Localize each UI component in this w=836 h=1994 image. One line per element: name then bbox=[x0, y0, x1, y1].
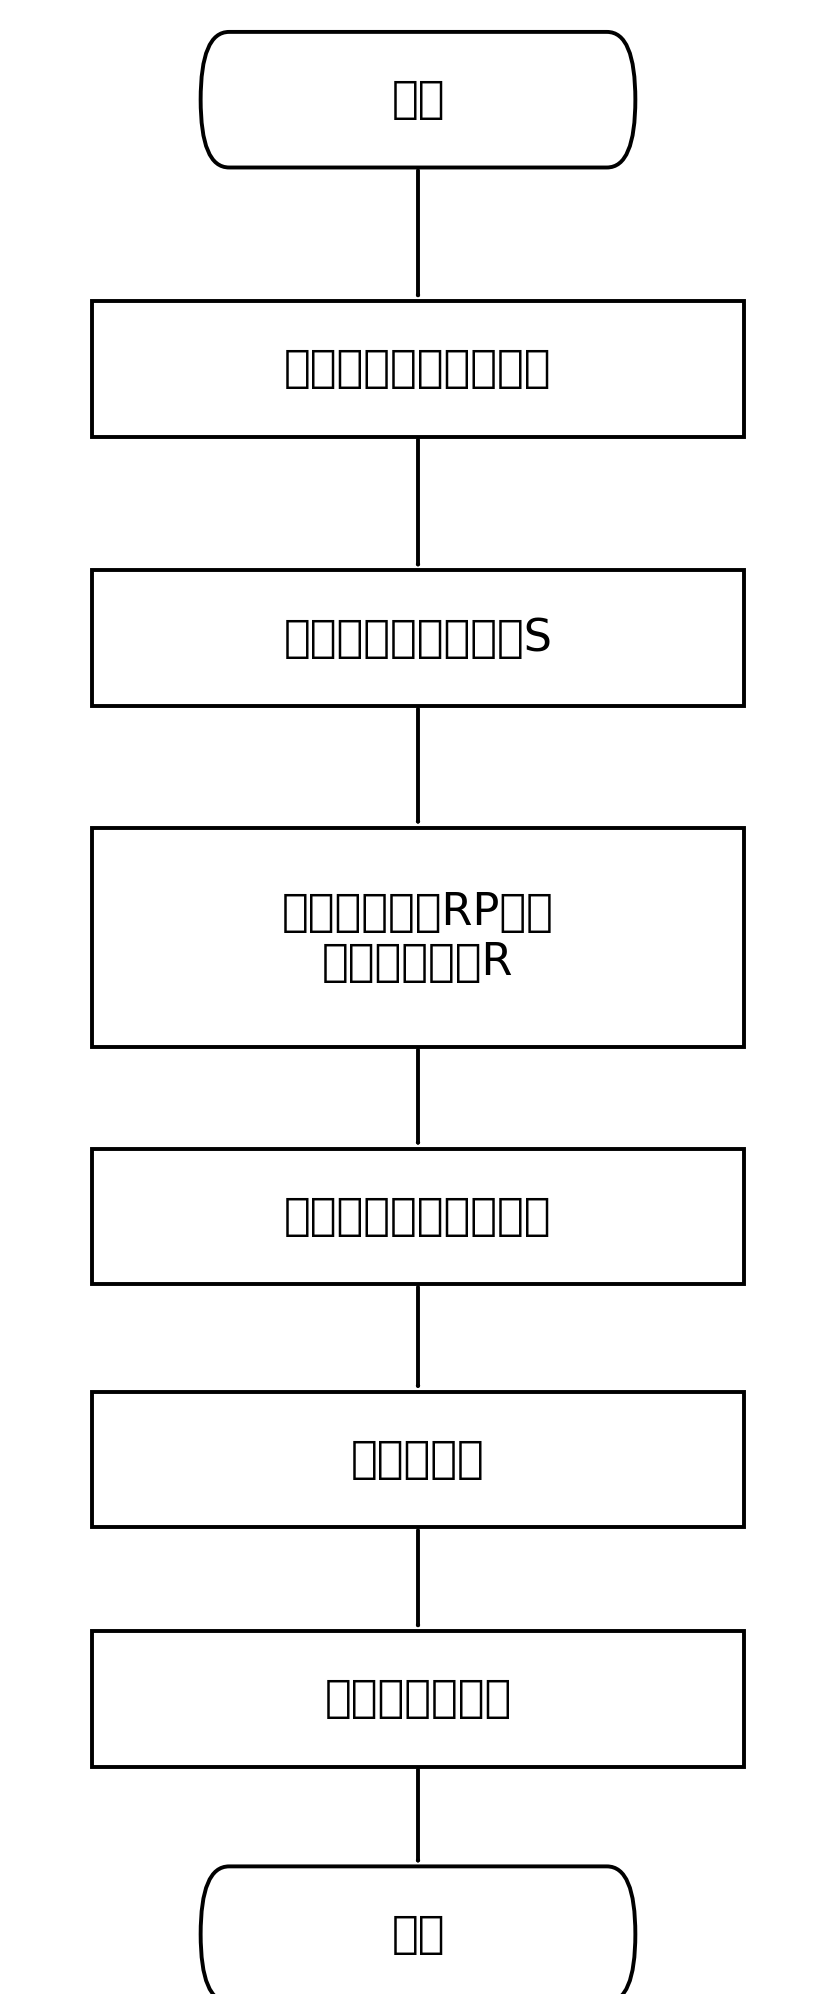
Text: 结束: 结束 bbox=[391, 1912, 445, 1956]
FancyBboxPatch shape bbox=[92, 1149, 744, 1284]
FancyBboxPatch shape bbox=[201, 1866, 635, 1994]
FancyBboxPatch shape bbox=[201, 32, 635, 167]
Text: 灰度化处理: 灰度化处理 bbox=[351, 1438, 485, 1482]
Text: 截取一维时间序列信号: 截取一维时间序列信号 bbox=[284, 347, 552, 391]
FancyBboxPatch shape bbox=[92, 1392, 744, 1527]
FancyBboxPatch shape bbox=[92, 1631, 744, 1767]
Text: 生成二维纹理图: 生成二维纹理图 bbox=[324, 1677, 512, 1721]
Text: 计算二维相空间轨迹S: 计算二维相空间轨迹S bbox=[283, 616, 553, 660]
Text: 根据改进后的RP矩阵
计算递归矩阵R: 根据改进后的RP矩阵 计算递归矩阵R bbox=[282, 891, 554, 983]
FancyBboxPatch shape bbox=[92, 570, 744, 706]
Text: 生成二维彩色纹理图像: 生成二维彩色纹理图像 bbox=[284, 1194, 552, 1238]
FancyBboxPatch shape bbox=[92, 828, 744, 1047]
Text: 开始: 开始 bbox=[391, 78, 445, 122]
FancyBboxPatch shape bbox=[92, 301, 744, 437]
